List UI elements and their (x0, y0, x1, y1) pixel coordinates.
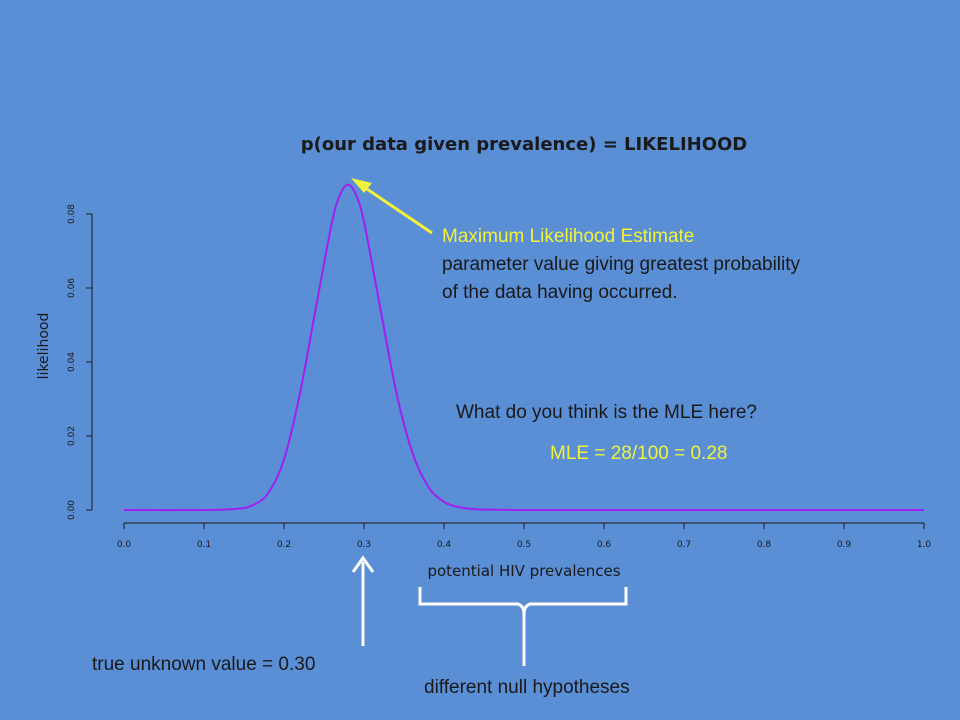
x-axis: 0.0 0.1 0.2 0.3 0.4 0.5 0.6 0.7 0.8 0.9 1.0 (117, 522, 932, 550)
null-hypotheses-brace (418, 587, 628, 666)
x-tick-label: 0.5 (517, 540, 531, 550)
likelihood-point (283, 459, 285, 461)
y-tick-label: 0.08 (67, 204, 77, 224)
likelihood-point (339, 194, 341, 196)
x-tick-label: 0.8 (757, 540, 772, 550)
mle-description-line2: of the data having occurred. (442, 282, 678, 303)
x-tick-label: 0.7 (677, 540, 691, 550)
y-tick-label: 0.00 (67, 500, 77, 520)
mle-description-line1: parameter value giving greatest probabil… (442, 254, 801, 275)
likelihood-point (363, 221, 365, 223)
mle-answer: MLE = 28/100 = 0.28 (550, 443, 728, 464)
likelihood-point (251, 505, 253, 507)
mle-heading: Maximum Likelihood Estimate (442, 226, 695, 247)
x-tick-label: 0.2 (277, 540, 291, 550)
y-axis-label: likelihood (36, 313, 52, 380)
y-tick-label: 0.06 (67, 278, 77, 298)
likelihood-point (395, 390, 397, 392)
likelihood-point (443, 501, 445, 503)
likelihood-point (203, 509, 205, 511)
likelihood-point (299, 392, 301, 394)
likelihood-point (379, 306, 381, 308)
y-tick-label: 0.02 (67, 426, 77, 446)
likelihood-point (315, 306, 317, 308)
true-value-arrow (351, 555, 375, 646)
likelihood-point (123, 509, 125, 511)
chart-title: p(our data given prevalence) = LIKELIHOO… (301, 134, 748, 155)
x-tick-label: 0.6 (597, 540, 612, 550)
likelihood-point (523, 509, 525, 511)
x-axis-label: potential HIV prevalences (427, 562, 620, 580)
x-tick-label: 0.1 (197, 540, 211, 550)
likelihood-point (491, 509, 493, 511)
likelihood-curve-line (123, 183, 924, 512)
likelihood-point (235, 508, 237, 510)
y-tick-label: 0.04 (67, 352, 77, 372)
likelihood-point (331, 221, 333, 223)
x-tick-label: 1.0 (917, 540, 932, 550)
likelihood-point (427, 485, 429, 487)
likelihood-point (411, 451, 413, 453)
likelihood-point (603, 509, 605, 511)
likelihood-point (347, 184, 349, 186)
likelihood-point (267, 492, 269, 494)
x-tick-label: 0.9 (837, 540, 852, 550)
likelihood-point (475, 508, 477, 510)
likelihood-point (923, 509, 925, 511)
likelihood-point (459, 506, 461, 508)
question-text: What do you think is the MLE here? (456, 402, 757, 423)
true-value-label: true unknown value = 0.30 (92, 654, 316, 675)
x-tick-label: 0.0 (117, 540, 132, 550)
x-tick-label: 0.3 (357, 540, 371, 550)
mle-arrow (351, 178, 433, 235)
y-axis: 0.00 0.02 0.04 0.06 0.08 (67, 204, 93, 520)
likelihood-point (355, 194, 357, 196)
null-hypotheses-label: different null hypotheses (424, 677, 630, 698)
x-tick-label: 0.4 (437, 540, 452, 550)
